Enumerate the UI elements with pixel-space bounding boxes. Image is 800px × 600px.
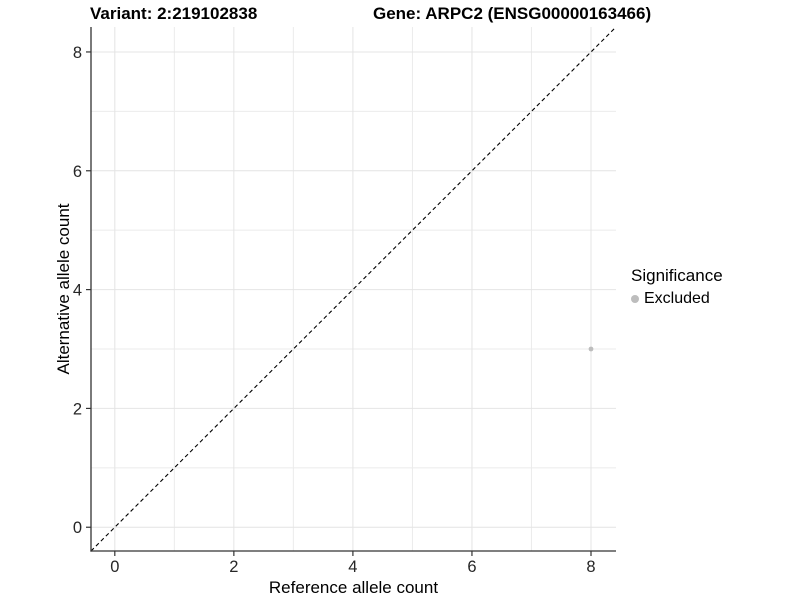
y-axis-tick-label: 6 <box>73 163 82 181</box>
legend-title: Significance <box>631 266 723 285</box>
legend: Significance Excluded <box>631 266 723 308</box>
y-axis-tick-label: 8 <box>73 44 82 62</box>
legend-marker-icon <box>631 295 639 303</box>
y-axis-tick-label: 4 <box>73 282 82 300</box>
identity-reference-line <box>90 26 617 552</box>
legend-item-excluded: Excluded <box>631 290 723 308</box>
x-axis-tick-label: 2 <box>229 558 238 576</box>
plot-title-gene: Gene: ARPC2 (ENSG00000163466) <box>373 4 652 23</box>
data-point <box>588 346 594 352</box>
x-axis-title: Reference allele count <box>268 578 439 597</box>
x-axis-tick-label: 4 <box>348 558 357 576</box>
y-axis-tick-label: 2 <box>73 400 82 418</box>
plot-title-variant: Variant: 2:219102838 <box>90 4 258 23</box>
legend-item-label: Excluded <box>644 290 710 307</box>
y-axis-tick-label: 0 <box>73 519 82 537</box>
x-axis-tick-label: 6 <box>467 558 476 576</box>
x-axis-tick-label: 0 <box>110 558 119 576</box>
x-axis-tick-label: 8 <box>586 558 595 576</box>
y-axis-title: Alternative allele count <box>54 203 73 375</box>
